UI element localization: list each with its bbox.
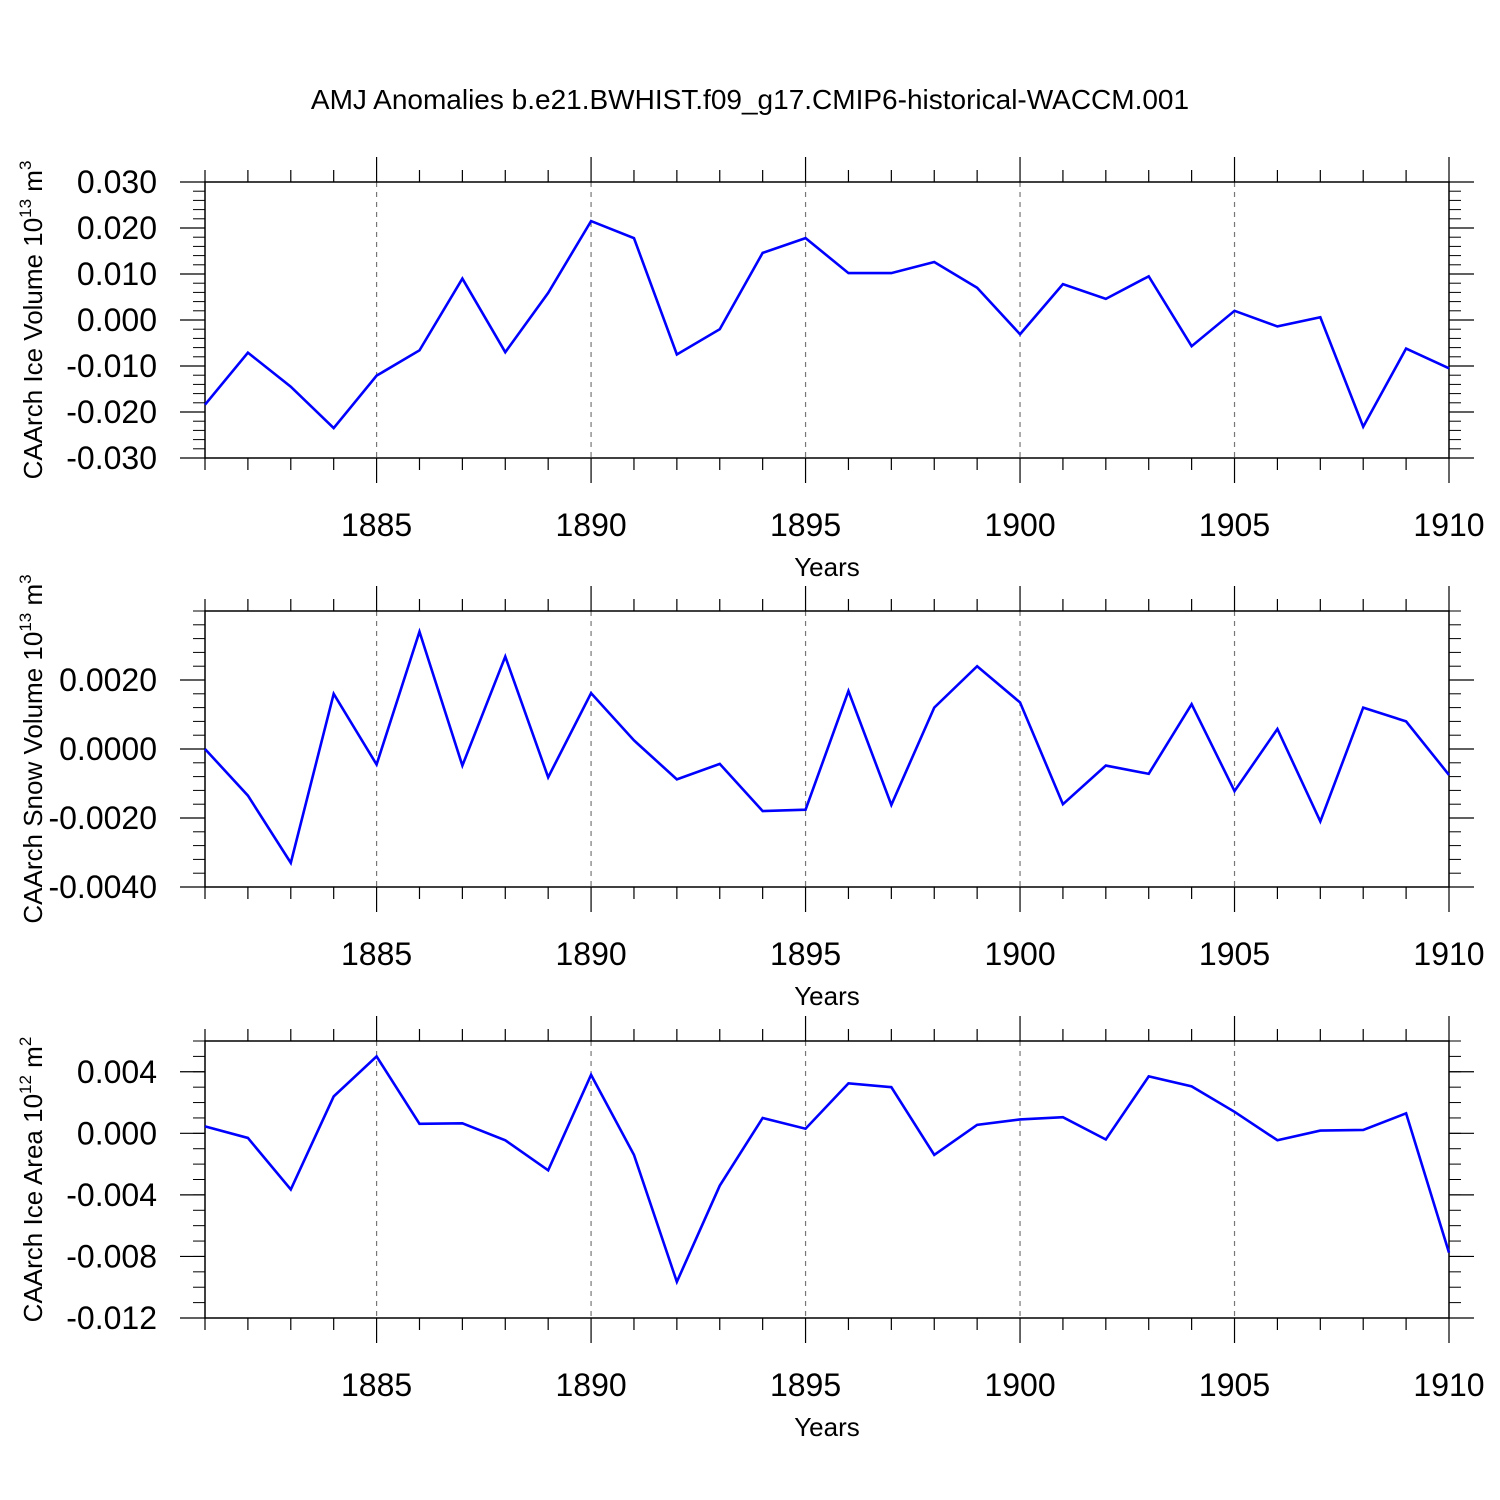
x-tick-label: 1890 [555, 507, 626, 543]
y-axis-label: CAArch Snow Volume 1013 m3 [16, 574, 48, 923]
x-tick-label: 1885 [341, 1367, 412, 1403]
y-tick-label: 0.0020 [59, 662, 157, 698]
y-tick-label: -0.008 [66, 1238, 157, 1274]
x-tick-label: 1900 [984, 507, 1055, 543]
plot-frame [204, 1040, 1450, 1319]
x-tick-label: 1905 [1199, 507, 1270, 543]
x-axis-label: Years [794, 1412, 860, 1442]
y-tick-label: -0.030 [66, 440, 157, 476]
panel-1: 1885 1890 1895 1900 1905 1910 -0.030 -0.020 -0.0… [16, 157, 1485, 582]
series-line-1 [204, 627, 1451, 867]
y-tick-label: -0.010 [66, 348, 157, 384]
x-tick-label: 1900 [984, 1367, 1055, 1403]
panel-2: 1885 1890 1895 1900 1905 1910 -0.0040 -0.0020 0.… [16, 574, 1485, 1011]
x-axis-label: Years [794, 981, 860, 1011]
y-axis-label: CAArch Ice Area 1012 m2 [16, 1037, 48, 1323]
series-line-1 [203, 219, 1450, 431]
y-tick-label: -0.020 [66, 394, 157, 430]
y-tick-label: 0.020 [77, 210, 157, 246]
y-tick-label: 0.030 [77, 164, 157, 200]
y-tick-label: 0.0000 [59, 731, 157, 767]
series-line-1 [204, 1054, 1451, 1286]
x-tick-label: 1910 [1413, 1367, 1484, 1403]
x-tick-label: 1905 [1199, 936, 1270, 972]
y-tick-label: 0.010 [77, 256, 157, 292]
y-tick-label: -0.0020 [48, 800, 157, 836]
x-tick-label: 1895 [770, 1367, 841, 1403]
panel-3: 1885 1890 1895 1900 1905 1910 -0.012 -0.008 -0.0… [16, 1016, 1485, 1442]
x-tick-label: 1900 [984, 936, 1055, 972]
y-axis-label: CAArch Ice Volume 1013 m3 [16, 161, 48, 480]
x-tick-label: 1895 [770, 936, 841, 972]
x-axis-label: Years [794, 552, 860, 582]
chart-title: AMJ Anomalies b.e21.BWHIST.f09_g17.CMIP6… [310, 84, 1190, 115]
y-tick-label: -0.012 [66, 1300, 157, 1336]
y-tick-label: -0.004 [66, 1177, 157, 1213]
y-tick-label: 0.004 [77, 1054, 157, 1090]
x-tick-label: 1905 [1199, 1367, 1270, 1403]
x-tick-label: 1910 [1413, 507, 1484, 543]
x-tick-label: 1885 [341, 507, 412, 543]
y-tick-label: -0.0040 [48, 869, 157, 905]
x-tick-label: 1885 [341, 936, 412, 972]
y-tick-label: 0.000 [77, 302, 157, 338]
y-tick-label: 0.000 [77, 1115, 157, 1151]
x-tick-label: 1890 [555, 1367, 626, 1403]
x-tick-label: 1890 [555, 936, 626, 972]
x-tick-label: 1910 [1413, 936, 1484, 972]
x-tick-label: 1895 [770, 507, 841, 543]
